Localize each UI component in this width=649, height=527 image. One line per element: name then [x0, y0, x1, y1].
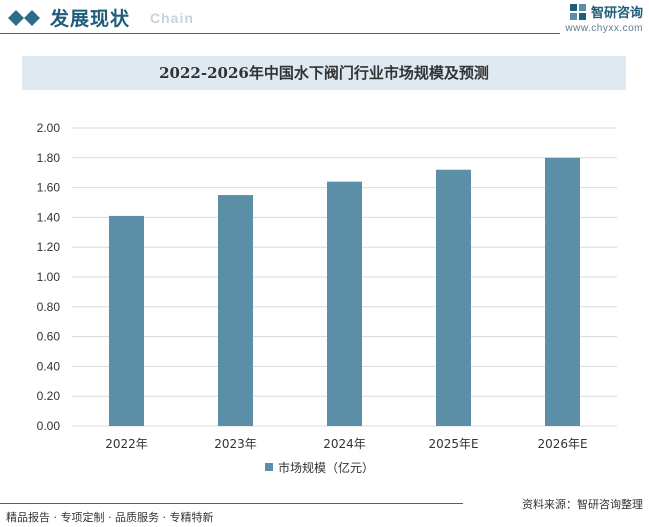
y-tick-label: 0.80 — [37, 300, 61, 314]
y-tick-label: 1.00 — [37, 270, 61, 284]
brand-logo-icon — [569, 3, 586, 20]
legend-label: 市场规模（亿元） — [278, 460, 374, 475]
footer-tagline: 精品报告 · 专项定制 · 品质服务 · 专精特新 — [6, 511, 214, 524]
y-tick-label: 2.00 — [37, 121, 61, 135]
y-tick-label: 0.20 — [37, 389, 61, 403]
x-tick-label: 2022年 — [105, 437, 148, 451]
brand-url: www.chyxx.com — [565, 23, 643, 34]
bar — [436, 169, 471, 426]
brand: 智研咨询 www.chyxx.com — [565, 2, 643, 34]
y-tick-label: 0.00 — [37, 419, 61, 433]
legend-swatch — [265, 463, 273, 471]
y-tick-label: 0.40 — [37, 359, 61, 373]
chart-title: 2022-2026年中国水下阀门行业市场规模及预测 — [159, 64, 489, 82]
bar — [218, 195, 253, 426]
bar — [545, 157, 580, 427]
x-tick-label: 2023年 — [214, 437, 257, 451]
bar-chart: 0.00 0.20 0.40 0.60 0.80 1.00 1.20 1.40 1.60 1.80… — [37, 121, 617, 475]
diamond-icon — [8, 10, 40, 26]
top-divider — [0, 33, 560, 34]
y-tick-label: 1.60 — [37, 181, 61, 195]
bottom-divider — [0, 503, 463, 504]
y-tick-label: 1.20 — [37, 240, 61, 254]
header: 发展现状 Chain 智研咨询 www.chyxx.com — [0, 0, 649, 34]
x-tick-label: 2026年E — [537, 437, 587, 451]
section-subtitle: Chain — [150, 10, 194, 26]
x-tick-label: 2025年E — [428, 437, 478, 451]
chart-title-band: 2022-2026年中国水下阀门行业市场规模及预测 — [22, 56, 626, 90]
y-tick-label: 1.80 — [37, 151, 61, 165]
x-tick-label: 2024年 — [323, 437, 366, 451]
y-tick-label: 0.60 — [37, 330, 61, 344]
y-tick-label: 1.40 — [37, 210, 61, 224]
section-title: 发展现状 — [50, 8, 131, 30]
bar — [327, 181, 362, 426]
brand-name: 智研咨询 — [590, 6, 643, 21]
bar — [109, 215, 144, 426]
source-note: 资料来源：智研咨询整理 — [522, 498, 643, 511]
